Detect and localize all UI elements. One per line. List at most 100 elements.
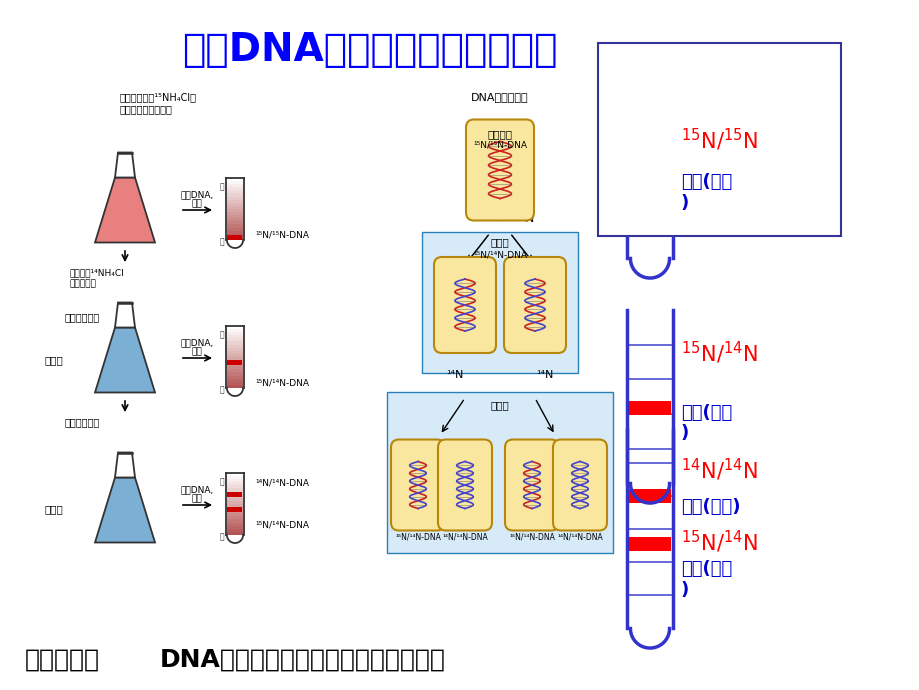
Bar: [227, 369, 243, 373]
Bar: [227, 221, 243, 225]
Text: 低: 低: [219, 477, 223, 486]
Bar: [227, 329, 243, 333]
Bar: [629, 400, 670, 415]
Text: 高: 高: [219, 386, 223, 395]
FancyBboxPatch shape: [505, 440, 559, 531]
Bar: [227, 485, 243, 489]
Bar: [227, 489, 243, 492]
Bar: [227, 215, 243, 219]
Polygon shape: [627, 310, 673, 484]
Bar: [227, 529, 243, 532]
FancyBboxPatch shape: [422, 232, 577, 373]
Text: 离心: 离心: [191, 347, 202, 356]
Bar: [227, 332, 243, 336]
Bar: [227, 476, 243, 480]
Polygon shape: [627, 484, 673, 503]
Text: ¹⁵N/¹⁵N-DNA: ¹⁵N/¹⁵N-DNA: [255, 231, 309, 240]
Polygon shape: [627, 430, 673, 629]
Text: 密度分裂两次: 密度分裂两次: [65, 417, 100, 427]
Bar: [227, 187, 243, 191]
Bar: [629, 489, 670, 503]
Text: 中带(中间
): 中带(中间 ): [680, 560, 732, 599]
Bar: [227, 526, 243, 529]
Polygon shape: [627, 259, 673, 278]
Bar: [227, 516, 243, 520]
Text: ¹⁴N: ¹⁴N: [536, 370, 553, 380]
FancyBboxPatch shape: [391, 440, 445, 531]
Bar: [227, 357, 243, 361]
Text: $^{14}$N/$^{14}$N: $^{14}$N/$^{14}$N: [680, 457, 757, 483]
Bar: [227, 193, 243, 197]
Text: 第一代: 第一代: [45, 355, 63, 365]
Bar: [227, 504, 243, 508]
Bar: [227, 360, 243, 364]
Text: DNA半保留复制: DNA半保留复制: [471, 92, 528, 102]
Bar: [227, 184, 243, 188]
Text: 第一代: 第一代: [490, 237, 509, 247]
Text: 低: 低: [219, 330, 223, 339]
Text: ¹⁴N/¹⁴N-DNA: ¹⁴N/¹⁴N-DNA: [557, 533, 602, 542]
Text: 二、DNA半保留复制的实验证据: 二、DNA半保留复制的实验证据: [182, 31, 557, 69]
Bar: [227, 181, 243, 185]
Bar: [227, 197, 243, 200]
Bar: [227, 479, 243, 483]
Text: ¹⁵N/¹⁴N-DNA: ¹⁵N/¹⁴N-DNA: [472, 251, 527, 260]
FancyBboxPatch shape: [434, 257, 495, 353]
Bar: [227, 373, 243, 376]
Bar: [227, 510, 243, 514]
Text: ¹⁵N/¹⁴N-DNA: ¹⁵N/¹⁴N-DNA: [394, 533, 440, 542]
FancyBboxPatch shape: [387, 392, 612, 553]
Bar: [227, 230, 243, 234]
Text: ¹⁴N/¹⁴N-DNA: ¹⁴N/¹⁴N-DNA: [255, 478, 309, 487]
Bar: [227, 495, 243, 498]
Text: 高: 高: [219, 237, 223, 246]
Text: $^{15}$N/$^{15}$N: $^{15}$N/$^{15}$N: [680, 126, 757, 152]
Bar: [227, 335, 243, 339]
Bar: [227, 507, 243, 512]
Text: 重带(下部
): 重带(下部 ): [680, 173, 732, 212]
Text: 第二代: 第二代: [490, 400, 509, 410]
Bar: [227, 513, 243, 517]
Bar: [227, 354, 243, 357]
Bar: [227, 190, 243, 194]
Bar: [227, 234, 243, 237]
Text: ¹⁵N/¹⁵N-DNA: ¹⁵N/¹⁵N-DNA: [472, 140, 527, 149]
Bar: [227, 382, 243, 385]
Bar: [227, 178, 243, 181]
Bar: [227, 206, 243, 210]
Text: 提取DNA,: 提取DNA,: [180, 190, 213, 199]
Bar: [227, 491, 243, 495]
Text: ¹⁵N/¹⁴N-DNA: ¹⁵N/¹⁴N-DNA: [508, 533, 554, 542]
Bar: [227, 235, 243, 240]
Text: 提取DNA,: 提取DNA,: [180, 485, 213, 494]
Text: 大肠杆菌在含¹⁵NH₄Cl的: 大肠杆菌在含¹⁵NH₄Cl的: [119, 92, 197, 102]
Bar: [227, 360, 243, 365]
FancyBboxPatch shape: [504, 257, 565, 353]
Bar: [227, 507, 243, 511]
Text: 培养液中生长若干代: 培养液中生长若干代: [119, 104, 173, 114]
Polygon shape: [95, 477, 154, 542]
Bar: [227, 491, 243, 497]
Bar: [227, 375, 243, 379]
Text: $^{15}$N/$^{14}$N: $^{15}$N/$^{14}$N: [680, 339, 757, 366]
Bar: [227, 203, 243, 206]
Bar: [227, 351, 243, 355]
Polygon shape: [115, 453, 135, 477]
Polygon shape: [627, 85, 673, 259]
Bar: [227, 363, 243, 367]
Polygon shape: [95, 177, 154, 242]
Text: ¹⁴N: ¹⁴N: [515, 212, 534, 225]
Text: ¹⁵N/¹⁴N-DNA: ¹⁵N/¹⁴N-DNA: [255, 379, 309, 388]
FancyBboxPatch shape: [552, 440, 607, 531]
FancyBboxPatch shape: [437, 440, 492, 531]
Text: 大肠杆菌: 大肠杆菌: [487, 129, 512, 139]
Text: ¹⁴N/¹⁴N-DNA: ¹⁴N/¹⁴N-DNA: [442, 533, 487, 542]
Bar: [227, 366, 243, 370]
Bar: [227, 344, 243, 348]
Text: $^{15}$N/$^{14}$N: $^{15}$N/$^{14}$N: [680, 529, 757, 555]
Polygon shape: [627, 629, 673, 648]
Bar: [227, 520, 243, 523]
Polygon shape: [115, 302, 135, 328]
Bar: [629, 210, 670, 225]
Text: 第二代: 第二代: [45, 504, 63, 514]
